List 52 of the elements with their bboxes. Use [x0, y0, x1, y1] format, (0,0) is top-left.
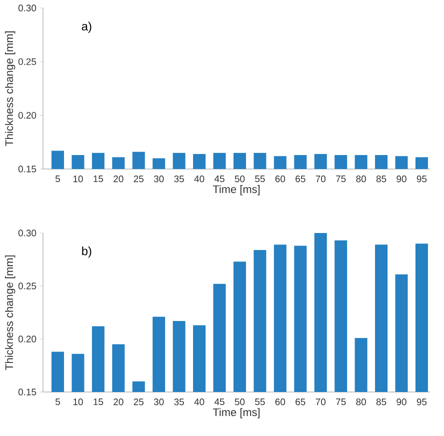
- x-tick-label: 85: [376, 176, 386, 182]
- x-axis-title: Time [ms]: [212, 185, 260, 196]
- y-tick-label: 0.25: [18, 58, 36, 66]
- x-tick-label: 60: [275, 398, 286, 406]
- x-tick-label: 70: [316, 398, 326, 406]
- x-tick-label: 45: [214, 398, 224, 406]
- x-tick-label: 45: [214, 176, 224, 182]
- y-tick-label: 0.30: [18, 230, 36, 236]
- x-tick-label: 25: [134, 398, 144, 406]
- x-tick-label: 20: [114, 176, 124, 182]
- x-tick-label: 40: [194, 176, 204, 182]
- x-tick-label: 80: [356, 176, 366, 182]
- x-axis-title: Time [ms]: [212, 408, 260, 418]
- x-tick-label: 5: [56, 398, 60, 406]
- x-tick-label: 30: [154, 398, 164, 406]
- x-tick-label: 90: [396, 176, 406, 182]
- x-tick-label: 65: [296, 398, 306, 406]
- y-tick-label: 0.20: [18, 112, 36, 119]
- x-tick-label: 80: [356, 398, 366, 406]
- y-tick-label: 0.30: [18, 4, 36, 12]
- y-tick-label: 0.20: [18, 336, 36, 342]
- x-tick-label: 35: [174, 176, 184, 182]
- x-tick-label: 30: [154, 176, 164, 182]
- y-axis-title: Thickness change [mm]: [5, 255, 16, 370]
- annotation: a): [82, 22, 92, 33]
- y-tick-label: 0.15: [18, 166, 36, 172]
- annotation: b): [82, 246, 92, 258]
- x-tick-label: 70: [316, 176, 326, 182]
- x-tick-label: 60: [275, 176, 286, 182]
- y-tick-label: 0.25: [18, 282, 36, 290]
- x-tick-label: 40: [194, 398, 204, 406]
- x-tick-label: 55: [255, 176, 265, 182]
- x-tick-label: 50: [234, 398, 245, 406]
- y-tick-label: 0.15: [18, 388, 36, 396]
- x-tick-label: 90: [396, 398, 406, 406]
- x-tick-label: 75: [336, 398, 346, 406]
- x-tick-label: 5: [56, 176, 60, 182]
- x-tick-label: 15: [94, 398, 104, 406]
- x-tick-label: 25: [134, 176, 144, 182]
- y-axis-title: Thickness change [mm]: [5, 31, 16, 146]
- x-tick-label: 10: [73, 398, 83, 406]
- x-tick-label: 75: [336, 176, 346, 182]
- x-tick-label: 15: [94, 176, 104, 182]
- x-tick-label: 50: [234, 176, 245, 182]
- x-tick-label: 65: [296, 176, 306, 182]
- x-tick-label: 35: [174, 398, 184, 406]
- x-tick-label: 85: [376, 398, 386, 406]
- x-tick-label: 55: [255, 398, 265, 406]
- x-tick-label: 10: [73, 176, 83, 182]
- x-tick-label: 95: [416, 176, 427, 182]
- x-tick-label: 20: [114, 398, 124, 406]
- x-tick-label: 95: [416, 398, 427, 406]
